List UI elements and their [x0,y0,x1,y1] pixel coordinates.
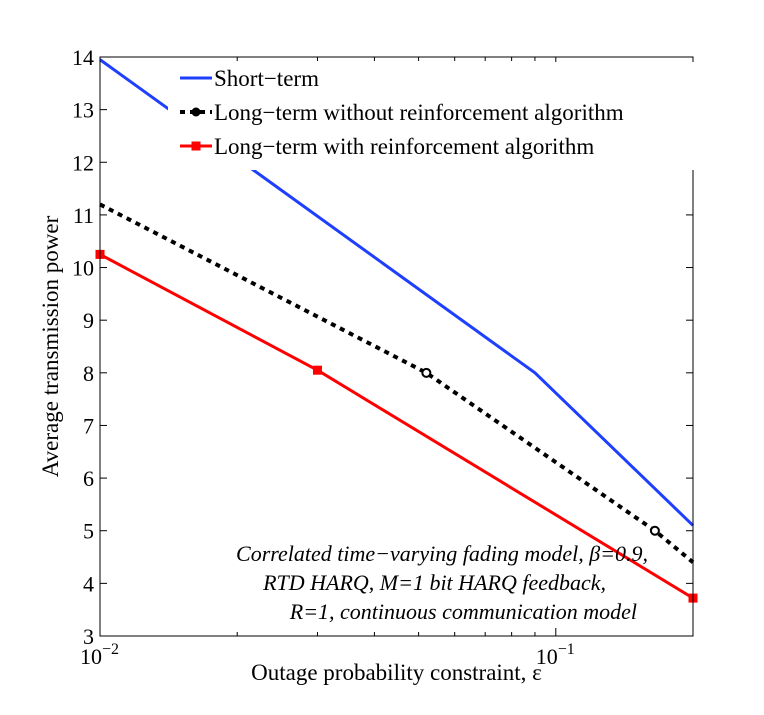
y-tick-label: 14 [72,45,94,70]
legend: Short−term Long−term without reinforcemen… [168,62,698,170]
series-marker-2 [312,365,322,375]
x-axis-label: Outage probability constraint, ε [251,660,542,685]
legend-marker-1 [191,107,201,117]
y-axis-label: Average transmission power [38,215,63,477]
y-tick-label: 11 [73,203,94,228]
x-tick-label: 10−2 [80,641,119,669]
y-tick-label: 8 [83,361,94,386]
legend-background [168,62,698,170]
x-tick-label: 10−1 [536,641,575,669]
y-tick-label: 5 [83,519,94,544]
legend-marker-2 [191,141,201,151]
x-tick-exponent: −1 [558,641,575,658]
series-line-1 [99,202,695,564]
annotation: Correlated time−varying fading model, β=… [236,541,648,624]
legend-label-0: Short−term [214,66,319,91]
annotation-line-2: R=1, continuous communication model [289,599,637,624]
plot-frame [99,56,694,637]
annotation-line-1: RTD HARQ, M=1 bit HARQ feedback, [262,570,606,595]
series-marker-1 [421,367,432,378]
y-tick-label: 9 [83,308,94,333]
y-tick-label: 12 [72,150,94,175]
y-tick-label: 3 [83,624,94,649]
legend-label-1: Long−term without reinforcement algorith… [214,100,624,125]
y-tick-label: 10 [72,256,94,281]
y-tick-label: 6 [83,466,94,491]
legend-label-2: Long−term with reinforcement algorithm [214,134,594,159]
x-tick-base: 10 [536,644,558,669]
y-tick-label: 13 [72,98,94,123]
y-tick-label: 4 [83,571,94,596]
y-tick-label: 7 [83,413,94,438]
x-tick-base: 10 [80,644,102,669]
annotation-line-0: Correlated time−varying fading model, β=… [236,541,648,566]
x-tick-exponent: −2 [102,641,119,658]
series-marker-1 [649,525,660,536]
